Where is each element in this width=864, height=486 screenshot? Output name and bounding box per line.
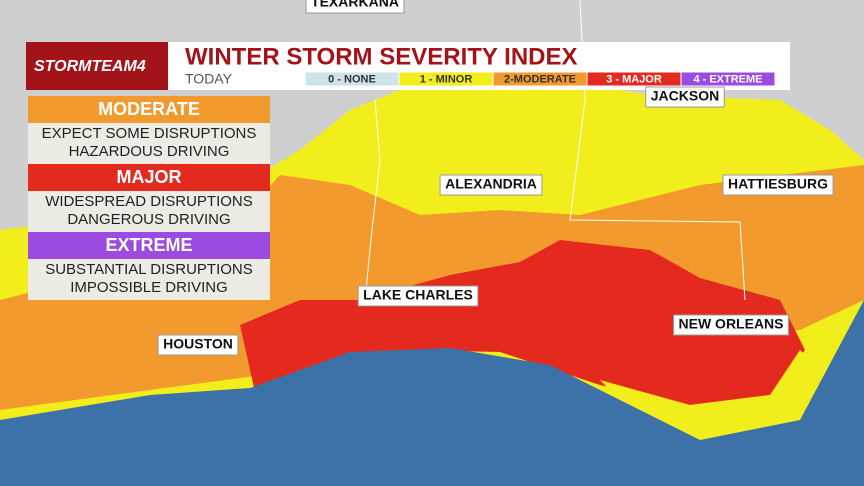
level-name: MAJOR [116, 167, 181, 187]
level-header [28, 232, 270, 259]
level-body [28, 259, 270, 300]
city-label: TEXARKANA [311, 0, 399, 10]
legend-label: 0 - NONE [328, 73, 376, 85]
city-box [439, 174, 543, 196]
level-text: IMPOSSIBLE DRIVING [70, 279, 228, 296]
legend-label: 3 - MAJOR [606, 73, 662, 85]
legend-label: 2-MODERATE [504, 73, 576, 85]
city-box [157, 334, 239, 356]
city-label: LAKE CHARLES [363, 287, 473, 303]
level-text: HAZARDOUS DRIVING [69, 143, 230, 160]
city-box [357, 285, 479, 307]
level-header [28, 96, 270, 123]
title: WINTER STORM SEVERITY INDEX [185, 43, 578, 70]
logo: STORMTEAM4 [34, 58, 146, 75]
level-text: SUBSTANTIAL DISRUPTIONS [45, 261, 253, 278]
logo-box [26, 42, 168, 90]
city-label: JACKSON [651, 88, 719, 104]
legend-swatch [680, 71, 776, 87]
city-label: HOUSTON [163, 336, 233, 352]
major-area [240, 240, 805, 405]
subtitle: TODAY [185, 71, 233, 87]
level-text: EXPECT SOME DISRUPTIONS [42, 125, 257, 142]
legend-label: 4 - EXTREME [693, 73, 762, 85]
level-name: EXTREME [105, 235, 192, 255]
level-body [28, 191, 270, 232]
river [364, 99, 381, 301]
city-box [305, 0, 405, 14]
city-box [722, 174, 834, 196]
coastal-minor-area [600, 350, 830, 440]
level-text: WIDESPREAD DISRUPTIONS [45, 193, 253, 210]
level-body [28, 123, 270, 164]
city-box [673, 314, 789, 336]
level-header [28, 164, 270, 191]
city-label: NEW ORLEANS [679, 316, 784, 332]
legend-label: 1 - MINOR [420, 73, 473, 85]
level-name: MODERATE [98, 99, 200, 119]
level-text: DANGEROUS DRIVING [67, 211, 230, 228]
city-label: HATTIESBURG [728, 176, 828, 192]
city-label: ALEXANDRIA [445, 176, 537, 192]
gulf-water [0, 300, 864, 486]
city-box [645, 86, 725, 108]
